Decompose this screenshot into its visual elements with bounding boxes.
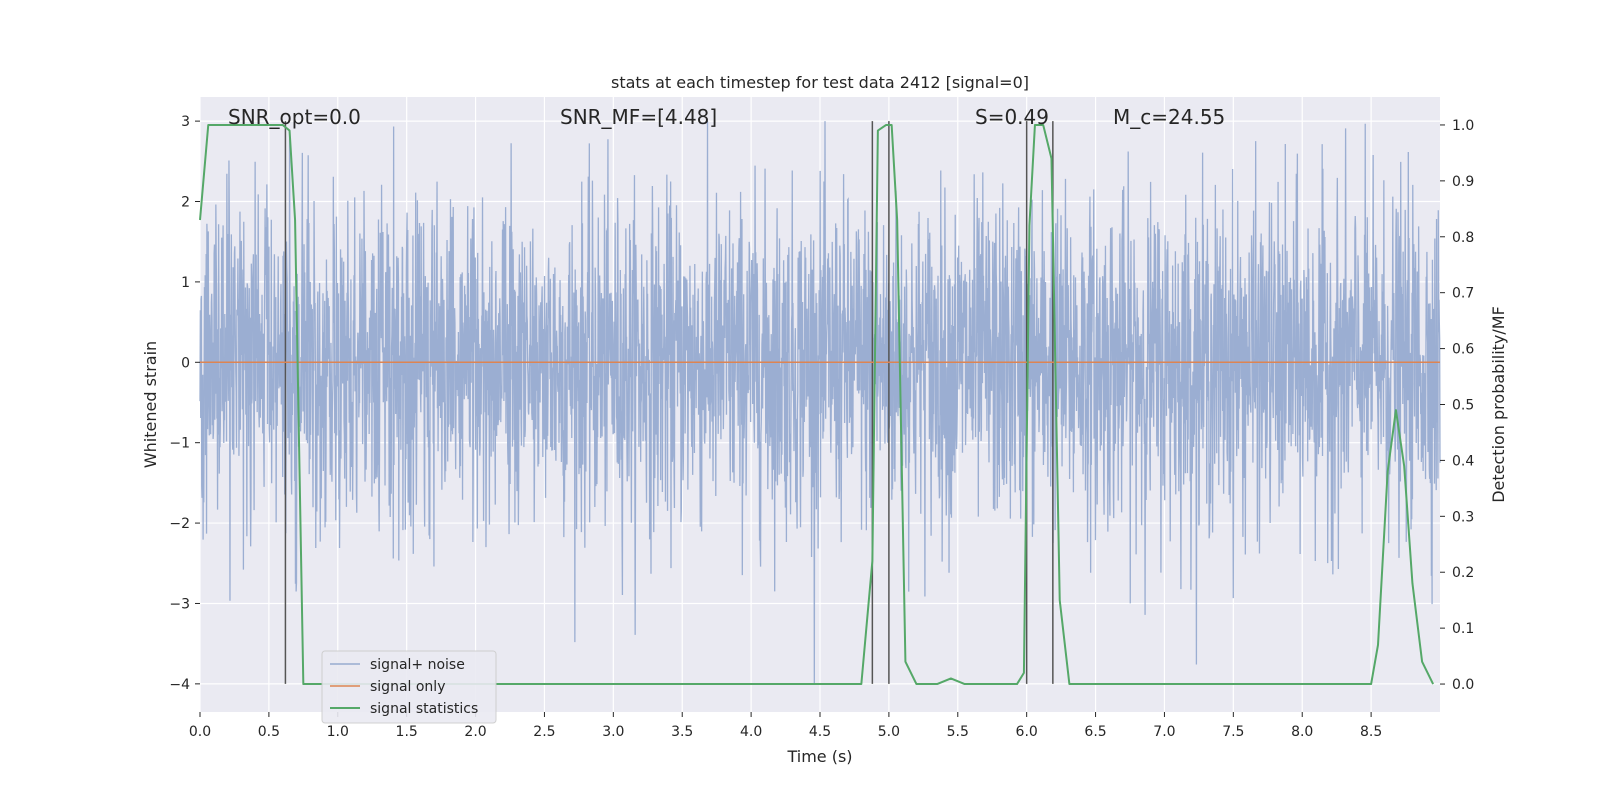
x-tick-label-8: 4.0 — [740, 724, 762, 740]
x-tick-label-12: 6.0 — [1016, 724, 1038, 740]
x-tick-label-6: 3.0 — [602, 724, 624, 740]
right-tick-label-10: 0.0 — [1452, 677, 1474, 693]
x-tick-label-11: 5.5 — [947, 724, 969, 740]
series-signal-plus-noise — [199, 121, 1441, 684]
legend-label-signal-plus-noise: signal+ noise — [370, 657, 465, 673]
right-y-ticks: 1.0 0.9 0.8 0.7 0.6 0.5 0.4 0.3 0.2 0.1 0.0 — [1440, 118, 1474, 693]
y-axis-label-left: Whitened strain — [141, 341, 160, 468]
left-y-ticks: 3 2 1 0 −1 −2 −3 −4 — [169, 114, 200, 693]
right-tick-label-0: 1.0 — [1452, 118, 1474, 134]
x-axis-label: Time (s) — [786, 747, 852, 766]
y-axis-label-right: Detection probability/MF — [1489, 306, 1508, 503]
right-tick-label-9: 0.1 — [1452, 621, 1474, 637]
legend-label-signal-statistics: signal statistics — [370, 701, 478, 717]
noise-trace — [199, 121, 1441, 684]
x-tick-label-10: 5.0 — [878, 724, 900, 740]
x-tick-label-9: 4.5 — [809, 724, 831, 740]
x-tick-label-14: 7.0 — [1153, 724, 1175, 740]
left-tick-label-5: −2 — [169, 516, 190, 532]
signal-statistics-line — [199, 123, 1435, 686]
right-tick-label-5: 0.5 — [1452, 398, 1474, 414]
x-ticks: 0.0 0.5 1.0 1.5 2.0 2.5 3.0 3.5 4.0 4.5 5.0 5.5 6.0 6… — [189, 712, 1382, 740]
x-tick-label-5: 2.5 — [533, 724, 555, 740]
legend: signal+ noise signal only signal statist… — [321, 650, 497, 724]
annotation-snr-mf: SNR_MF=[4.48] — [560, 105, 717, 129]
right-tick-label-8: 0.2 — [1452, 565, 1474, 581]
series-signal-statistics — [199, 123, 1435, 686]
left-tick-label-4: −1 — [169, 436, 190, 452]
x-tick-label-7: 3.5 — [671, 724, 693, 740]
right-tick-label-7: 0.3 — [1452, 509, 1474, 525]
legend-box — [321, 650, 497, 724]
chart-title: stats at each timestep for test data 241… — [611, 73, 1029, 92]
annotation-s: S=0.49 — [975, 105, 1049, 129]
x-tick-label-16: 8.0 — [1291, 724, 1313, 740]
right-tick-label-1: 0.9 — [1452, 174, 1474, 190]
left-tick-label-3: 0 — [181, 355, 190, 371]
x-tick-label-4: 2.0 — [464, 724, 486, 740]
right-tick-label-4: 0.6 — [1452, 342, 1474, 358]
left-tick-label-7: −4 — [169, 677, 190, 693]
x-tick-label-3: 1.5 — [396, 724, 418, 740]
x-tick-label-15: 7.5 — [1222, 724, 1244, 740]
legend-label-signal-only: signal only — [370, 679, 445, 695]
right-tick-label-3: 0.7 — [1452, 286, 1474, 302]
right-tick-label-2: 0.8 — [1452, 230, 1474, 246]
annotation-mc: M_c=24.55 — [1113, 105, 1225, 129]
x-tick-label-13: 6.5 — [1084, 724, 1106, 740]
x-tick-label-1: 0.5 — [258, 724, 280, 740]
left-tick-label-0: 3 — [181, 114, 190, 130]
left-tick-label-2: 1 — [181, 275, 190, 291]
left-tick-label-1: 2 — [181, 195, 190, 211]
x-tick-label-17: 8.5 — [1360, 724, 1382, 740]
left-tick-label-6: −3 — [169, 596, 190, 612]
x-tick-label-2: 1.0 — [327, 724, 349, 740]
right-tick-label-6: 0.4 — [1452, 453, 1474, 469]
x-tick-label-0: 0.0 — [189, 724, 211, 740]
annotation-snr-opt: SNR_opt=0.0 — [228, 105, 361, 129]
